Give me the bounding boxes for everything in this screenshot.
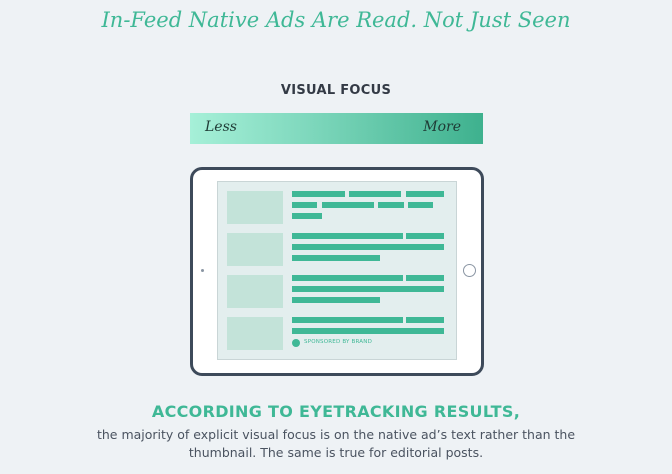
text-line	[292, 255, 380, 261]
text-line	[292, 213, 322, 219]
text-line	[406, 191, 444, 197]
text-line	[406, 233, 444, 239]
text-line	[292, 233, 403, 239]
feed-thumbnail	[227, 191, 283, 224]
text-line	[292, 244, 444, 250]
text-line	[292, 328, 444, 334]
tablet-camera-icon	[201, 269, 204, 272]
page-title: In-Feed Native Ads Are Read. Not Just Se…	[101, 8, 571, 32]
text-line	[292, 297, 380, 303]
text-line	[408, 202, 433, 208]
less-label: Less	[205, 119, 237, 135]
text-line	[292, 286, 444, 292]
more-label: More	[423, 119, 461, 135]
text-line	[349, 191, 401, 197]
text-line	[292, 191, 345, 197]
tablet-screen: SPONSORED BY BRAND	[217, 181, 457, 360]
text-line	[406, 317, 444, 323]
text-line	[378, 202, 404, 208]
text-line	[406, 275, 444, 281]
result-body: the majority of explicit visual focus is…	[96, 427, 576, 460]
feed-thumbnail	[227, 233, 283, 266]
text-line	[292, 317, 403, 323]
feed-thumbnail	[227, 275, 283, 308]
text-line	[292, 275, 403, 281]
text-line	[292, 202, 317, 208]
visual-focus-gradient: Less More	[190, 113, 483, 144]
brand-dot-icon	[292, 339, 300, 347]
native-ad-thumbnail	[227, 317, 283, 350]
tablet-home-button-icon	[463, 264, 476, 277]
text-line	[322, 202, 374, 208]
sponsored-label: SPONSORED BY BRAND	[304, 339, 373, 345]
result-heading: ACCORDING TO EYETRACKING RESULTS,	[151, 402, 521, 421]
tablet-illustration: SPONSORED BY BRAND	[190, 167, 484, 376]
visual-focus-label: VISUAL FOCUS	[280, 83, 392, 98]
